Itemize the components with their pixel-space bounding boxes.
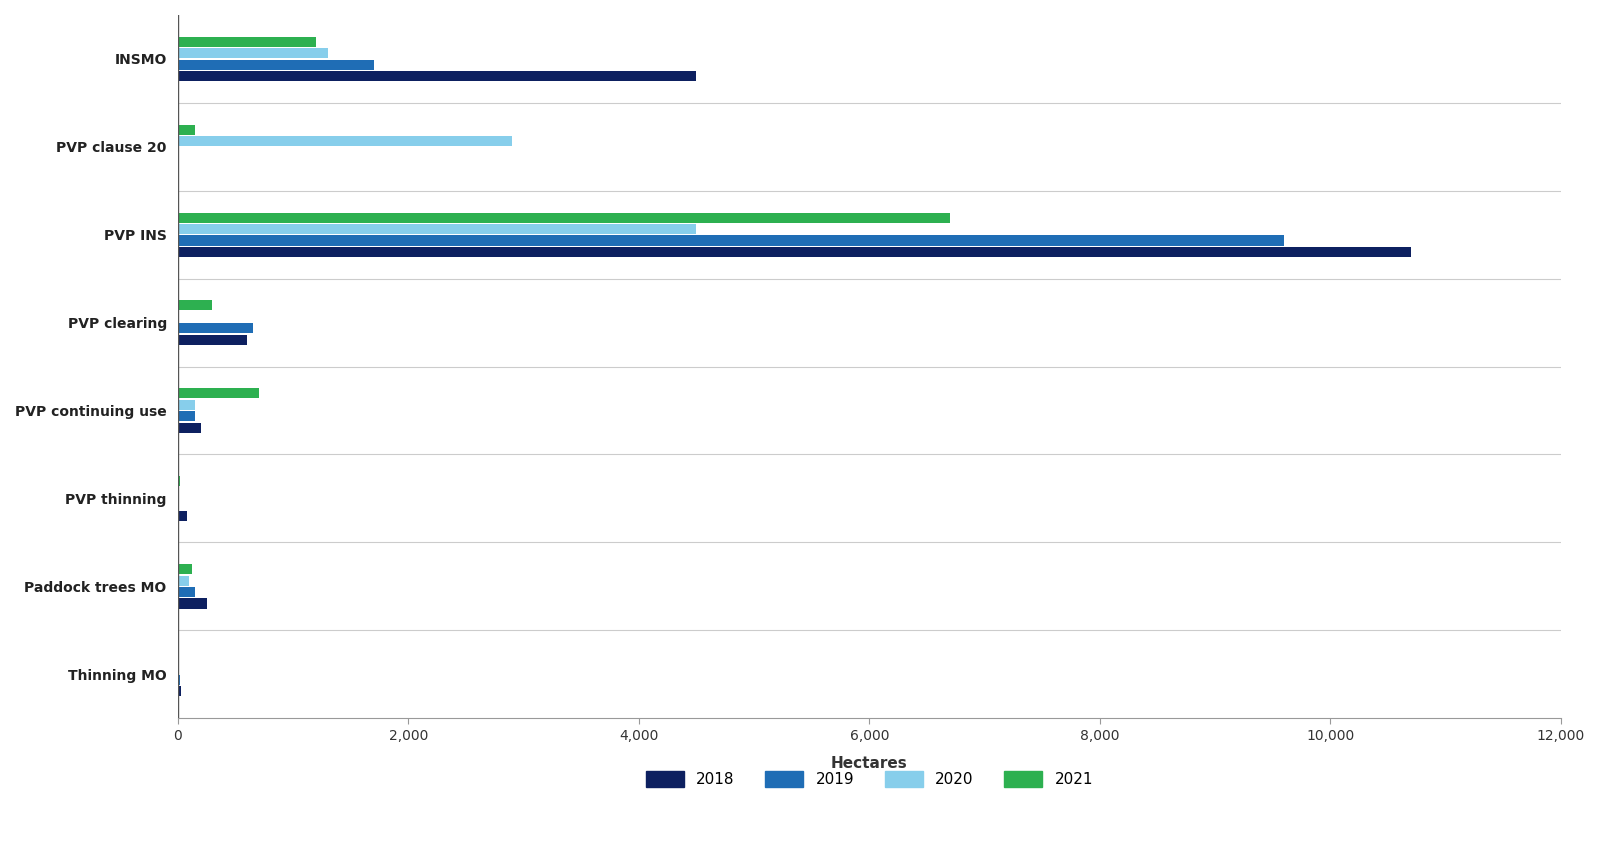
- Bar: [178, 564, 192, 574]
- X-axis label: Hectares: Hectares: [830, 757, 907, 771]
- Bar: [178, 247, 1411, 257]
- Bar: [178, 136, 512, 146]
- Bar: [178, 300, 213, 311]
- Bar: [178, 125, 195, 134]
- Bar: [178, 48, 328, 58]
- Bar: [178, 575, 189, 586]
- Bar: [178, 71, 696, 81]
- Legend: 2018, 2019, 2020, 2021: 2018, 2019, 2020, 2021: [638, 764, 1101, 795]
- Bar: [178, 324, 253, 334]
- Bar: [178, 587, 195, 597]
- Bar: [178, 212, 950, 223]
- Bar: [178, 400, 195, 410]
- Bar: [178, 476, 181, 486]
- Bar: [178, 598, 206, 609]
- Bar: [178, 411, 195, 421]
- Bar: [178, 60, 374, 69]
- Bar: [178, 687, 181, 697]
- Bar: [178, 335, 246, 345]
- Bar: [178, 224, 696, 234]
- Bar: [178, 37, 317, 47]
- Bar: [178, 510, 187, 520]
- Bar: [178, 235, 1285, 246]
- Bar: [178, 423, 202, 433]
- Bar: [178, 675, 181, 685]
- Bar: [178, 389, 259, 398]
